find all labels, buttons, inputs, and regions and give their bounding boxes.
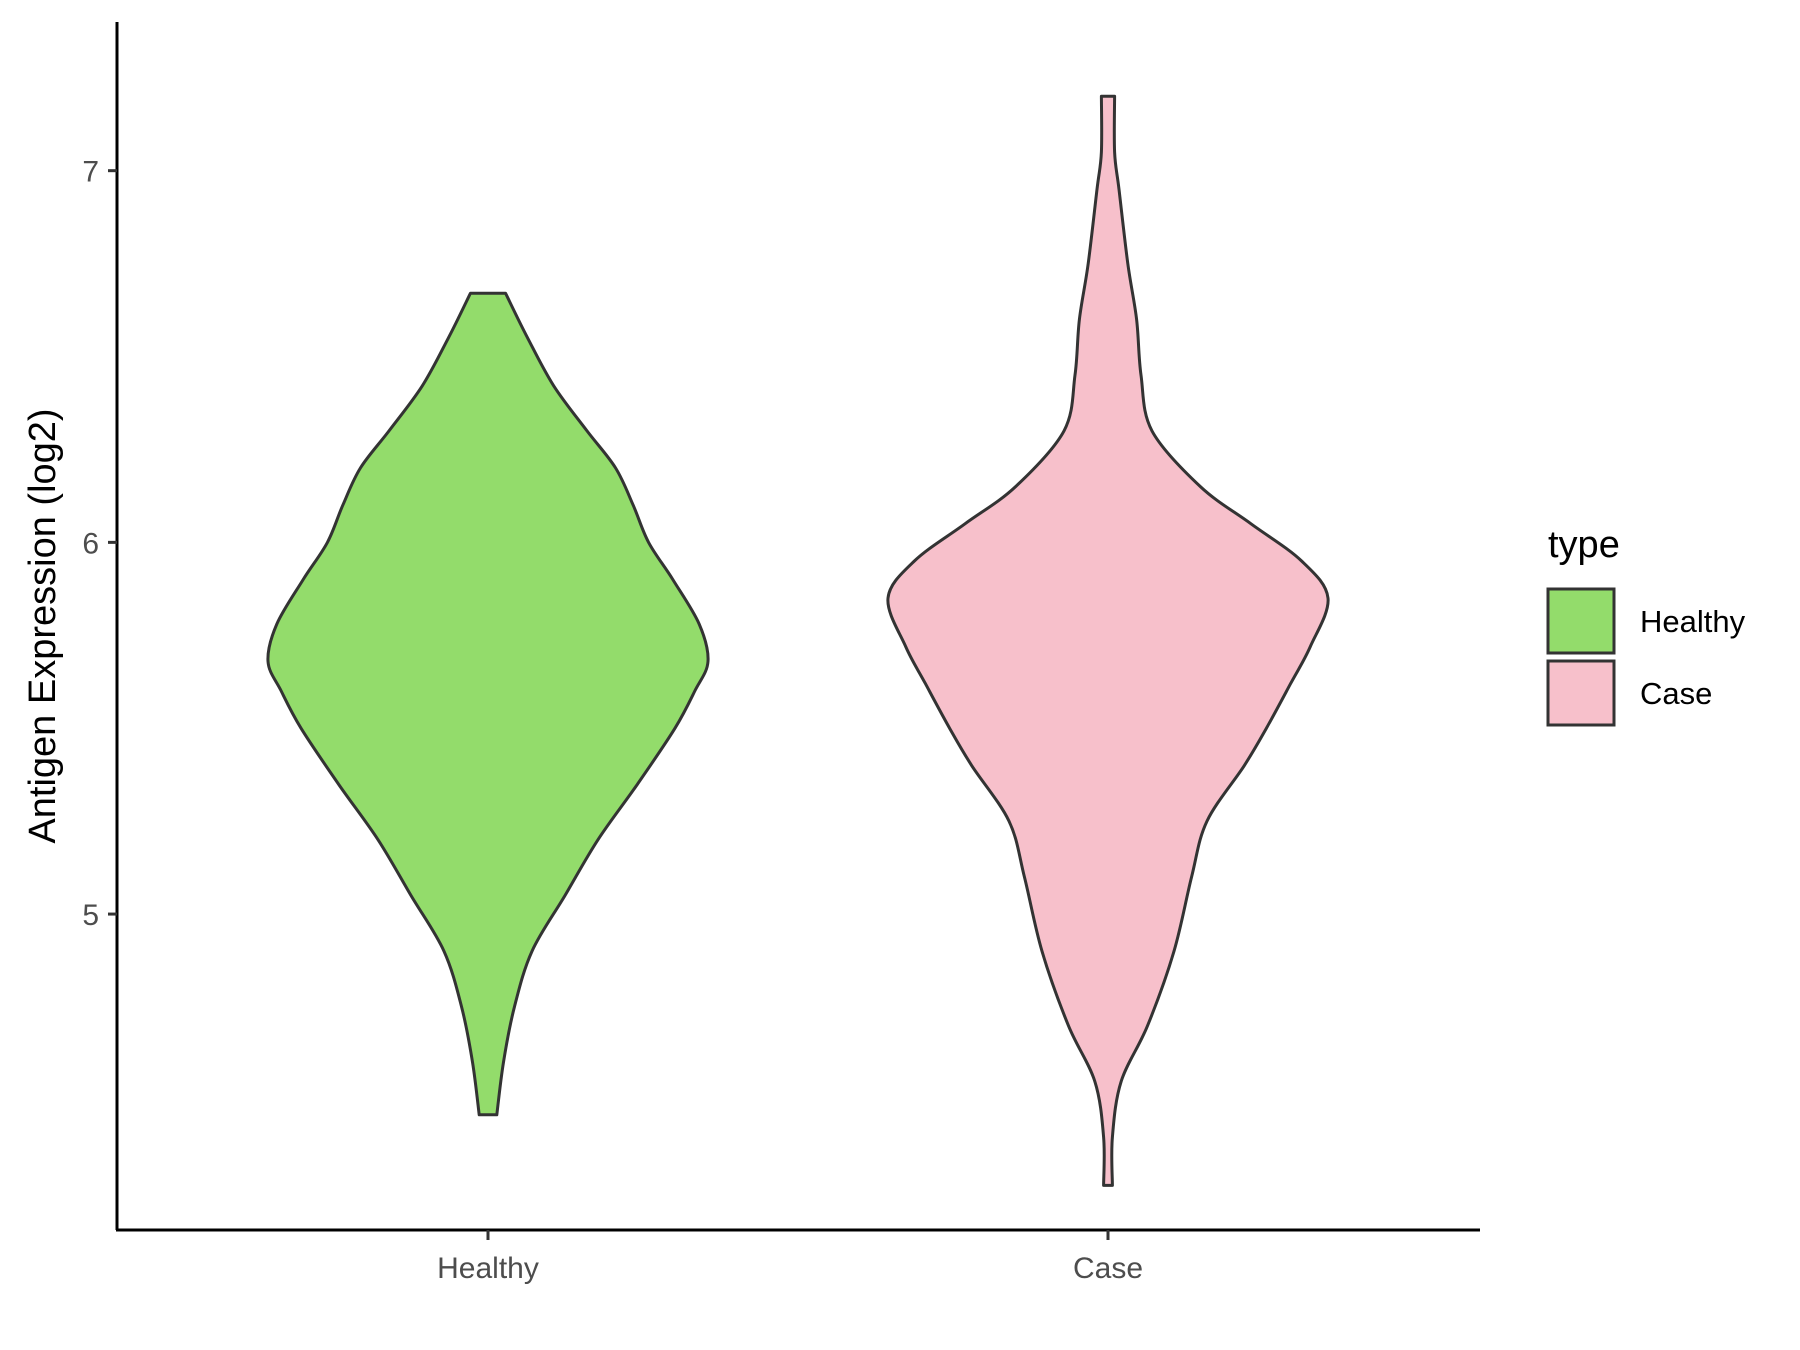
y-tick-label-6: 6 [82, 527, 99, 560]
y-axis-title: Antigen Expression (log2) [22, 408, 64, 843]
legend-label-case: Case [1640, 676, 1712, 711]
violin-healthy [266, 291, 710, 1117]
axes [115, 22, 1480, 1232]
x-tick-label-healthy: Healthy [437, 1252, 539, 1285]
legend-label-healthy: Healthy [1640, 604, 1746, 639]
y-tick-label-7: 7 [82, 156, 99, 189]
y-tick-label-5: 5 [82, 899, 99, 932]
x-ticks: Healthy Case [437, 1230, 1143, 1285]
legend-swatch-healthy [1546, 587, 1616, 655]
legend-swatch-case [1546, 659, 1616, 727]
violin-layer [266, 94, 1330, 1187]
x-tick-label-case: Case [1073, 1252, 1143, 1285]
y-ticks: 5 6 7 [82, 156, 117, 932]
legend-title: type [1548, 524, 1620, 566]
legend: type Healthy Case [1546, 524, 1746, 727]
violin-case [886, 94, 1330, 1187]
